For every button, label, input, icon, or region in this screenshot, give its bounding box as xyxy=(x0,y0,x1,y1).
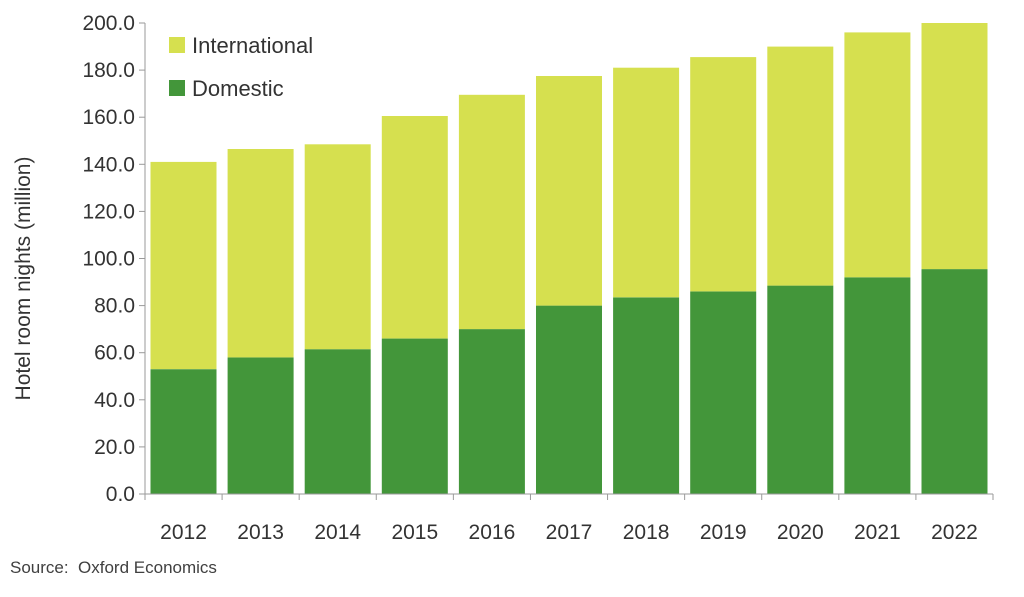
x-tick-label-2019: 2019 xyxy=(700,521,747,544)
x-tick-label-2012: 2012 xyxy=(160,521,207,544)
y-tick-label: 120.0 xyxy=(82,200,135,223)
bar-international-2013 xyxy=(227,149,294,358)
bar-international-2014 xyxy=(304,144,371,350)
y-axis-title: Hotel room nights (million) xyxy=(12,157,35,401)
bar-domestic-2014 xyxy=(304,349,371,494)
bar-international-2021 xyxy=(844,32,911,278)
y-tick-label: 140.0 xyxy=(82,153,135,176)
bars-group xyxy=(150,23,988,494)
bar-international-2016 xyxy=(458,94,525,330)
x-tick-label-2016: 2016 xyxy=(469,521,516,544)
bar-domestic-2013 xyxy=(227,357,294,494)
x-tick-label-2015: 2015 xyxy=(391,521,438,544)
bar-international-2012 xyxy=(150,161,217,370)
y-tick-label: 180.0 xyxy=(82,59,135,82)
axes-group: 0.0 20.0 40.0 60.0 80.0 100.0 120.0 140.0 160.0 1… xyxy=(82,12,994,544)
x-tick-label-2017: 2017 xyxy=(546,521,593,544)
x-tick-label-2022: 2022 xyxy=(931,521,978,544)
bar-international-2020 xyxy=(767,46,834,286)
legend-swatch-international xyxy=(169,37,185,53)
bar-domestic-2016 xyxy=(458,329,525,494)
bar-international-2022 xyxy=(921,23,988,270)
legend-swatch-domestic xyxy=(169,80,185,96)
x-tick-label-2020: 2020 xyxy=(777,521,824,544)
bar-international-2015 xyxy=(381,116,448,339)
x-tick-label-2013: 2013 xyxy=(237,521,284,544)
y-tick-label: 80.0 xyxy=(94,295,135,318)
legend: International Domestic xyxy=(169,33,313,101)
bar-domestic-2022 xyxy=(921,269,988,494)
bar-domestic-2020 xyxy=(767,285,834,494)
legend-label-international: International xyxy=(192,33,313,58)
y-tick-label: 40.0 xyxy=(94,389,135,412)
bar-international-2018 xyxy=(613,67,680,298)
y-tick-label: 200.0 xyxy=(82,12,135,35)
x-tick-label-2014: 2014 xyxy=(314,521,361,544)
bar-domestic-2017 xyxy=(536,305,602,494)
legend-label-domestic: Domestic xyxy=(192,76,284,101)
bar-domestic-2012 xyxy=(150,369,217,494)
y-tick-label: 60.0 xyxy=(94,342,135,365)
y-tick-label: 0.0 xyxy=(106,483,135,506)
bar-international-2017 xyxy=(536,76,602,306)
y-tick-label: 100.0 xyxy=(82,248,135,271)
y-tick-label: 160.0 xyxy=(82,106,135,129)
x-tick-label-2021: 2021 xyxy=(854,521,901,544)
source-note: Source: Oxford Economics xyxy=(10,558,217,577)
x-tick-label-2018: 2018 xyxy=(623,521,670,544)
bar-domestic-2018 xyxy=(613,297,680,494)
bar-international-2019 xyxy=(690,57,757,292)
y-tick-label: 20.0 xyxy=(94,436,135,459)
bar-domestic-2021 xyxy=(844,277,911,494)
bar-domestic-2019 xyxy=(690,291,757,494)
bar-domestic-2015 xyxy=(381,338,448,494)
